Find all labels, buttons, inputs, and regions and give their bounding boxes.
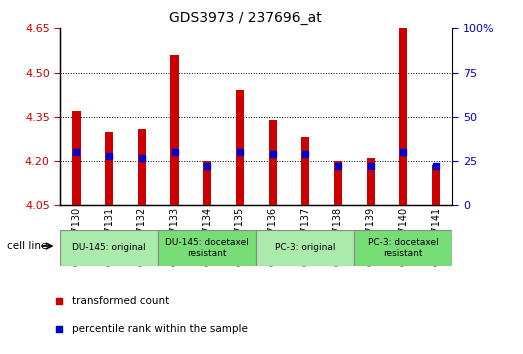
- Bar: [203, 161, 211, 205]
- Bar: [432, 165, 440, 205]
- Bar: [138, 129, 146, 205]
- Bar: [170, 55, 179, 205]
- Point: [367, 164, 375, 169]
- Bar: [355, 230, 452, 266]
- Point: [432, 164, 440, 169]
- Text: GDS3973 / 237696_at: GDS3973 / 237696_at: [169, 11, 322, 25]
- Bar: [60, 230, 158, 266]
- Text: DU-145: docetaxel
resistant: DU-145: docetaxel resistant: [165, 238, 249, 257]
- Bar: [399, 0, 407, 205]
- Bar: [367, 158, 375, 205]
- Bar: [268, 120, 277, 205]
- Bar: [236, 90, 244, 205]
- Bar: [158, 230, 256, 266]
- Bar: [334, 161, 342, 205]
- Point: [399, 149, 407, 155]
- Point: [72, 149, 81, 155]
- Text: percentile rank within the sample: percentile rank within the sample: [72, 324, 248, 334]
- Bar: [256, 230, 355, 266]
- Text: PC-3: docetaxel
resistant: PC-3: docetaxel resistant: [368, 238, 439, 257]
- Point: [334, 164, 342, 169]
- Point: [55, 326, 63, 332]
- Point: [268, 151, 277, 157]
- Point: [236, 149, 244, 155]
- Text: cell line: cell line: [7, 241, 47, 251]
- Point: [105, 153, 113, 159]
- Bar: [72, 111, 81, 205]
- Point: [203, 164, 211, 169]
- Bar: [105, 132, 113, 205]
- Bar: [301, 137, 310, 205]
- Text: DU-145: original: DU-145: original: [72, 243, 146, 252]
- Point: [301, 151, 310, 157]
- Point: [170, 149, 179, 155]
- Point: [55, 298, 63, 304]
- Point: [138, 155, 146, 160]
- Text: PC-3: original: PC-3: original: [275, 243, 336, 252]
- Text: transformed count: transformed count: [72, 296, 169, 306]
